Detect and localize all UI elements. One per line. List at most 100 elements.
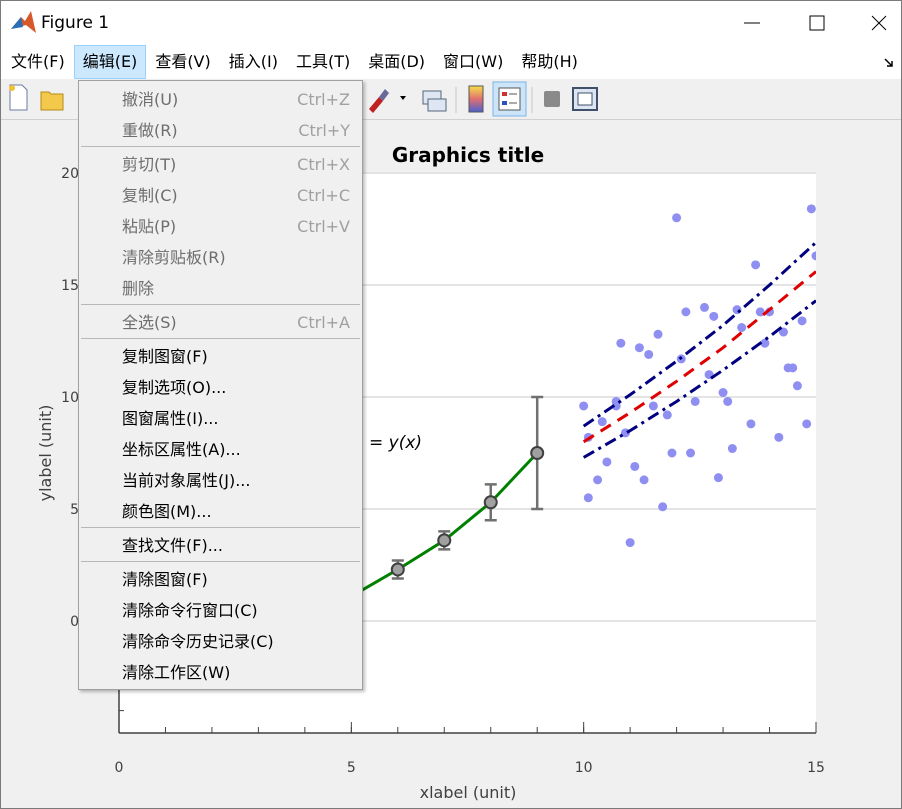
plot-tools-show-button[interactable]	[572, 87, 598, 111]
y-tick-label: 15	[61, 278, 79, 294]
scatter-point	[802, 419, 812, 429]
menu-bar-item[interactable]: 帮助(H)	[521, 52, 578, 71]
scatter-point	[602, 457, 612, 467]
menu-item-label: 颜色图(M)...	[122, 502, 212, 521]
y-tick-label: 20	[61, 166, 79, 182]
menu-bar-item[interactable]: 编辑(E)	[73, 45, 147, 79]
y-tick-label: 0	[70, 614, 79, 630]
menu-item-label: 重做(R)	[122, 121, 178, 140]
menu-bar-item[interactable]: 文件(F)	[11, 52, 65, 71]
brush-button[interactable]	[369, 89, 406, 113]
scatter-point	[672, 213, 682, 223]
menu-item-shortcut: Ctrl+X	[297, 155, 350, 174]
open-file-button[interactable]	[40, 91, 64, 111]
menu-separator	[81, 338, 360, 339]
annotation: = y(x)	[369, 433, 422, 453]
menu-item-label: 坐标区属性(A)...	[122, 440, 241, 459]
edit-menu: 撤消(U) Ctrl+Z 重做(R) Ctrl+Y 剪切(T) Ctrl+X 复制(C) Ct…	[78, 80, 363, 690]
menu-item-label: 清除剪贴板(R)	[122, 248, 226, 267]
scatter-point	[723, 396, 733, 406]
series-line	[582, 299, 816, 459]
scatter-point	[653, 329, 663, 339]
scatter-point	[751, 260, 761, 270]
legend-button[interactable]	[492, 81, 527, 117]
window-controls	[744, 15, 887, 31]
menu-item: 撤消(U) Ctrl+Z	[80, 83, 361, 114]
menu-item[interactable]: 清除命令行窗口(C)	[80, 594, 361, 625]
chart-title: Graphics title	[392, 143, 544, 167]
menu-bar-item[interactable]: 工具(T)	[295, 52, 351, 71]
scatter-point	[681, 307, 691, 317]
menu-item[interactable]: 当前对象属性(J)...	[80, 464, 361, 495]
menu-bar-item[interactable]: 插入(I)	[228, 52, 278, 71]
scatter-point	[611, 401, 621, 411]
scatter-point	[662, 410, 672, 420]
colorbar-button[interactable]	[468, 85, 484, 113]
scatter-point	[699, 302, 709, 312]
scatter-point	[718, 388, 728, 398]
menu-item[interactable]: 图窗属性(I)...	[80, 402, 361, 433]
plot-tools-hide-button[interactable]	[544, 91, 560, 107]
menu-item-shortcut: Ctrl+A	[297, 313, 350, 332]
scatter-point	[634, 343, 644, 353]
scatter-point	[597, 417, 607, 427]
scatter-point	[732, 305, 742, 315]
menu-item-label: 剪切(T)	[122, 155, 177, 174]
menu-item-shortcut: Ctrl+C	[296, 186, 350, 205]
scatter-point	[686, 448, 696, 458]
data-point	[437, 533, 452, 548]
menu-item: 剪切(T) Ctrl+X	[80, 148, 361, 179]
menu-item-label: 当前对象属性(J)...	[122, 471, 251, 490]
scatter-point	[630, 461, 640, 471]
menu-item-shortcut: Ctrl+Y	[298, 121, 350, 140]
menu-item[interactable]: 清除图窗(F)	[80, 563, 361, 594]
menu-item[interactable]: 复制选项(O)...	[80, 371, 361, 402]
y-tick-label: 5	[70, 502, 79, 518]
menu-item[interactable]: 查找文件(F)...	[80, 529, 361, 560]
x-tick-label: 15	[807, 760, 825, 776]
menu-item[interactable]: 清除命令历史记录(C)	[80, 625, 361, 656]
scatter-point	[625, 538, 635, 548]
menu-item-label: 全选(S)	[122, 313, 177, 332]
scatter-point	[690, 396, 700, 406]
menu-bar-item[interactable]: 窗口(W)	[443, 52, 504, 71]
series-line	[582, 241, 816, 428]
scatter-point	[648, 401, 658, 411]
link-button[interactable]	[422, 90, 447, 112]
toolbar-icons	[9, 81, 598, 117]
menu-item-shortcut: Ctrl+V	[297, 217, 350, 236]
data-point	[530, 446, 545, 460]
window-title: Figure 1	[41, 13, 110, 33]
scatter-point	[797, 316, 807, 326]
menu-item[interactable]: 坐标区属性(A)...	[80, 433, 361, 464]
menu-item-label: 复制选项(O)...	[122, 378, 227, 397]
close-button[interactable]	[871, 15, 887, 31]
scatter-point	[639, 475, 649, 485]
menu-item[interactable]: 清除工作区(W)	[80, 656, 361, 687]
scatter-point	[579, 401, 589, 411]
menu-item: 粘贴(P) Ctrl+V	[80, 210, 361, 241]
menu-bar-item[interactable]: 桌面(D)	[368, 52, 426, 71]
x-tick-label: 5	[347, 760, 356, 776]
scatter-point	[667, 448, 677, 458]
new-figure-button[interactable]	[9, 84, 28, 111]
menu-item[interactable]: 颜色图(M)...	[80, 495, 361, 526]
menu-item-label: 复制(C)	[122, 186, 178, 205]
menu-separator	[81, 527, 360, 528]
menu-item-label: 清除命令行窗口(C)	[122, 601, 258, 620]
maximize-button[interactable]	[809, 15, 825, 31]
menu-separator	[81, 304, 360, 305]
menu-item-label: 清除工作区(W)	[122, 663, 231, 682]
scatter-point	[737, 323, 747, 333]
menu-bar-item[interactable]: 查看(V)	[155, 52, 211, 71]
scatter-point	[746, 419, 756, 429]
menu-item[interactable]: 复制图窗(F)	[80, 340, 361, 371]
scatter-point	[616, 338, 626, 348]
scatter-point	[593, 475, 603, 485]
menubar-arrow[interactable]	[883, 57, 895, 69]
menu-item-label: 清除命令历史记录(C)	[122, 632, 274, 651]
menu-item-label: 图窗属性(I)...	[122, 409, 219, 428]
menu-item-label: 查找文件(F)...	[122, 536, 223, 555]
app-icon	[11, 11, 36, 33]
y-axis-label: ylabel (unit)	[36, 405, 55, 502]
